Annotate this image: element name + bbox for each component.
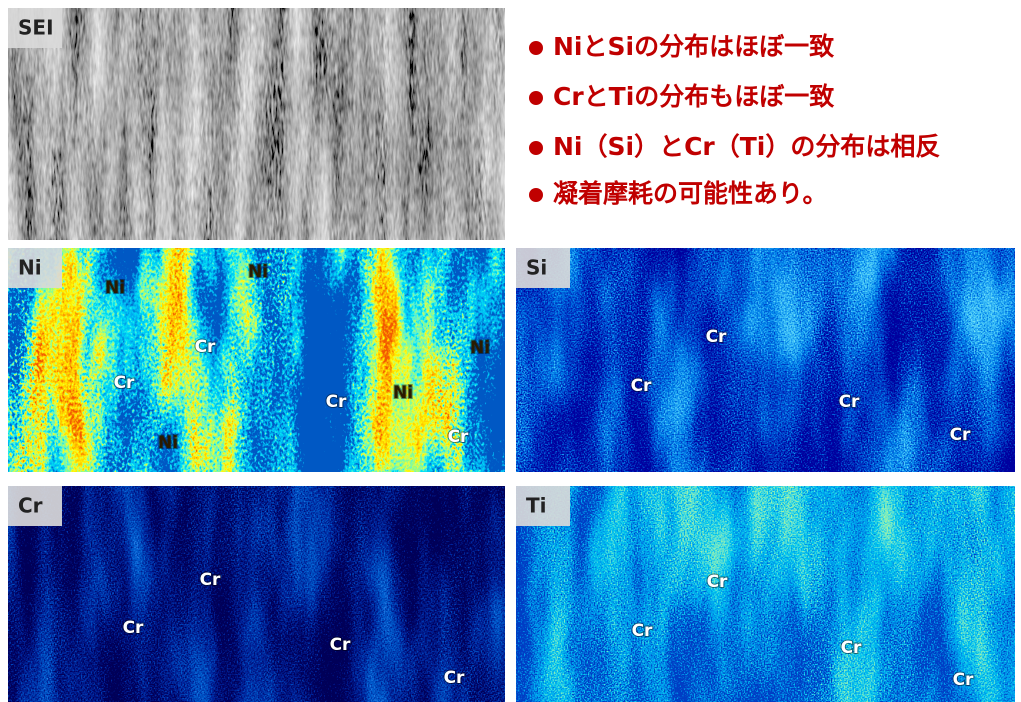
element-annotation: Ni xyxy=(470,338,490,358)
page: SEINiNiNiCrCrNiNiCrNiCrSiCrCrCrCrCrCrCrC… xyxy=(0,0,1021,702)
bullet-dot xyxy=(529,141,543,155)
element-annotation: Cr xyxy=(123,618,144,638)
element-annotation: Cr xyxy=(841,638,862,658)
map-image xyxy=(516,486,1015,702)
element-annotation: Cr xyxy=(706,327,727,347)
element-annotation: Cr xyxy=(950,425,971,445)
bullet-dot xyxy=(529,188,543,202)
panel-label: Si xyxy=(526,256,547,280)
element-annotation: Cr xyxy=(448,427,469,447)
element-annotation: Cr xyxy=(631,376,652,396)
element-annotation: Cr xyxy=(330,635,351,655)
bullet-text: NiとSiの分布はほぼ一致 xyxy=(553,32,835,61)
element-annotation: Cr xyxy=(195,337,216,357)
element-annotation: Ni xyxy=(393,383,413,403)
panel-label: SEI xyxy=(18,16,54,40)
map-panel: Si Cr Cr Cr Cr xyxy=(516,248,1015,472)
bullet-text: 凝着摩耗の可能性あり。 xyxy=(553,179,828,208)
element-annotation: Cr xyxy=(953,670,974,690)
panel-label: Cr xyxy=(18,494,43,518)
map-image xyxy=(516,248,1015,472)
element-annotation: Cr xyxy=(839,392,860,412)
bullet-dot xyxy=(529,41,543,55)
element-annotation: Ni xyxy=(158,433,178,453)
element-annotation: Ni xyxy=(248,262,268,282)
panel-label: Ti xyxy=(526,494,547,518)
map-image xyxy=(8,8,505,240)
map-panel: SEI xyxy=(8,8,505,240)
element-annotation: Cr xyxy=(707,572,728,592)
bullet-text: Ni（Si）とCr（Ti）の分布は相反 xyxy=(553,132,940,161)
map-panel: Ti Cr Cr Cr Cr xyxy=(516,486,1015,702)
bullet-dot xyxy=(529,91,543,105)
element-annotation: Cr xyxy=(326,392,347,412)
element-annotation: Ni xyxy=(105,278,125,298)
panel-label: Ni xyxy=(18,256,42,280)
slide: SEINiNiNiCrCrNiNiCrNiCrSiCrCrCrCrCrCrCrC… xyxy=(0,0,1021,702)
element-annotation: Cr xyxy=(444,668,465,688)
map-panel: Ni Ni Ni Cr Cr Ni Ni Cr Ni Cr xyxy=(8,248,505,472)
element-annotation: Cr xyxy=(200,570,221,590)
element-annotation: Cr xyxy=(632,621,653,641)
map-panel: Cr Cr Cr Cr Cr xyxy=(8,486,505,702)
map-image xyxy=(8,486,505,702)
element-annotation: Cr xyxy=(114,373,135,393)
bullet-text: CrとTiの分布もほぼ一致 xyxy=(553,82,835,111)
